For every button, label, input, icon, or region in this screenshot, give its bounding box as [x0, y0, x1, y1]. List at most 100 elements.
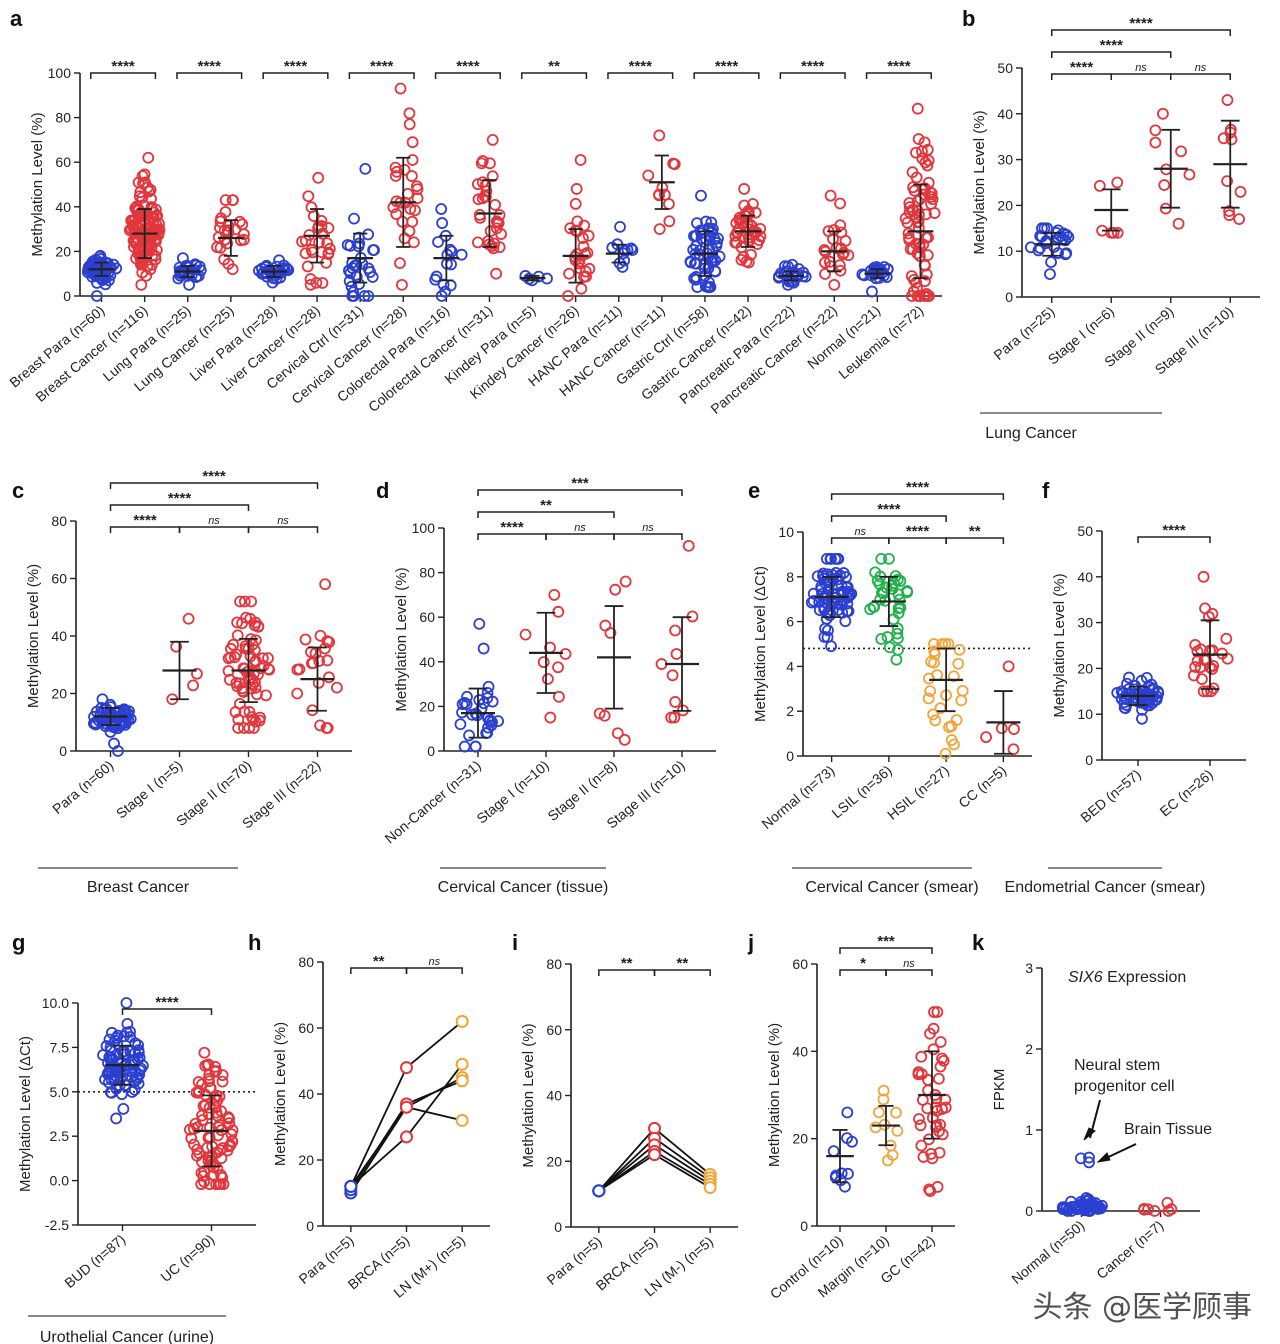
- data-point: [921, 249, 934, 262]
- data-point: [819, 622, 832, 635]
- data-point: [663, 215, 676, 228]
- data-point: [394, 257, 406, 270]
- panel-label: b: [962, 6, 975, 31]
- data-point: [1191, 655, 1204, 667]
- annotation-nspc-line2: progenitor cell: [1074, 1078, 1175, 1095]
- data-point: [1073, 1200, 1085, 1213]
- data-point: [455, 1014, 469, 1028]
- significance-bracket: [885, 969, 933, 976]
- data-point: [348, 212, 360, 225]
- data-point: [929, 1101, 942, 1114]
- data-point: [609, 583, 622, 596]
- data-point: [737, 251, 750, 263]
- footer-label: Cervical Cancer (tissue): [438, 879, 609, 896]
- data-point: [198, 1046, 211, 1059]
- data-point: [917, 1151, 930, 1163]
- data-point: [312, 171, 325, 184]
- data-point: [653, 223, 666, 236]
- data-point: [931, 1006, 944, 1018]
- data-point: [132, 1044, 145, 1057]
- data-point: [922, 290, 935, 302]
- data-point: [130, 200, 143, 213]
- data-point: [822, 583, 835, 596]
- panel-label: j: [747, 930, 754, 955]
- data-point: [1223, 209, 1236, 222]
- data-point: [454, 718, 467, 731]
- data-point: [912, 221, 925, 234]
- data-point: [270, 272, 283, 285]
- data-point: [828, 278, 841, 291]
- data-point: [905, 270, 918, 282]
- data-point: [648, 1148, 661, 1162]
- significance-label: ****: [906, 523, 930, 540]
- data-point: [138, 168, 151, 181]
- data-point: [669, 624, 682, 637]
- data-point: [217, 1178, 230, 1191]
- data-point: [233, 697, 246, 710]
- data-point: [704, 281, 717, 293]
- y-tick-label: 40: [1077, 569, 1093, 585]
- significance-label: **: [621, 955, 633, 972]
- significance-bracket: [830, 515, 947, 522]
- y-tick-label: 80: [419, 565, 435, 581]
- data-point: [390, 208, 403, 220]
- y-tick-label: 60: [55, 154, 71, 170]
- y-tick-label: 2: [786, 703, 794, 719]
- y-tick-label: 4: [786, 658, 794, 674]
- data-point: [111, 1037, 124, 1050]
- data-point: [735, 254, 748, 266]
- data-point: [706, 223, 719, 235]
- panel-f: f 0 10 20 30 40 50 Methylation Level (%) BED (n=…: [1005, 478, 1246, 896]
- data-point: [906, 166, 919, 179]
- data-point: [110, 1112, 123, 1125]
- x-tick-label: Stage I (n=5): [113, 757, 186, 822]
- data-point: [486, 170, 499, 183]
- significance-bracket: [693, 72, 760, 79]
- panel-label: e: [748, 478, 760, 503]
- significance-label: ****: [906, 479, 930, 496]
- significance-label: **: [540, 497, 552, 514]
- data-point: [544, 711, 557, 724]
- data-point: [1123, 683, 1135, 695]
- data-point: [132, 242, 145, 255]
- footer-label: Urothelial Cancer (urine): [40, 1329, 214, 1344]
- data-point: [939, 747, 952, 760]
- data-point: [110, 1062, 123, 1075]
- data-point: [132, 1039, 144, 1052]
- significance-bracket: [521, 72, 588, 79]
- significance-label: ns: [277, 515, 289, 527]
- footer-label: Lung Cancer: [985, 425, 1077, 442]
- data-point: [569, 198, 582, 210]
- data-point: [1007, 743, 1020, 756]
- data-point: [1162, 1205, 1175, 1217]
- data-point: [913, 1113, 925, 1125]
- data-point: [841, 1106, 854, 1119]
- data-point: [403, 225, 416, 238]
- data-point: [931, 1181, 944, 1193]
- significance-label: ****: [370, 58, 394, 75]
- y-tick-label: 60: [546, 1022, 562, 1038]
- data-point: [890, 653, 903, 666]
- data-point: [916, 152, 929, 165]
- data-point: [129, 202, 142, 214]
- significance-bracket: [1051, 51, 1172, 58]
- data-point: [559, 648, 572, 660]
- data-point: [238, 595, 251, 608]
- data-point: [400, 1100, 413, 1114]
- x-tick-label: Non-Cancer (n=31): [382, 757, 484, 847]
- data-point: [321, 654, 334, 667]
- significance-label: ****: [456, 58, 480, 75]
- data-point: [688, 272, 701, 285]
- x-tick-label: Normal (n=50): [1008, 1217, 1087, 1287]
- data-point: [738, 183, 751, 195]
- data-point: [302, 190, 315, 203]
- data-point: [842, 1167, 854, 1180]
- data-point: [878, 261, 891, 273]
- data-point: [481, 686, 494, 699]
- panel-c: c 0 20 40 60 80 Methylation Level (%) Para (n=6…: [12, 468, 352, 896]
- significance-label: ns: [429, 956, 441, 968]
- data-point: [915, 1050, 928, 1063]
- y-tick-label: 0: [554, 1219, 562, 1235]
- data-point: [195, 1178, 208, 1191]
